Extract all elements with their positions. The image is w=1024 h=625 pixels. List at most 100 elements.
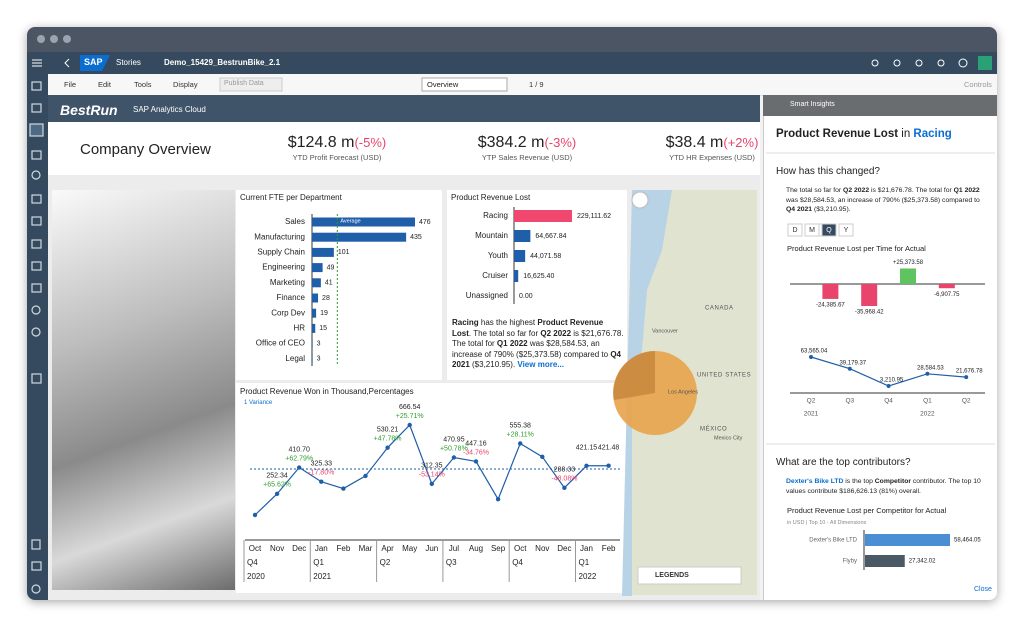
close-button[interactable]: Close: [974, 586, 992, 593]
nav-icon[interactable]: [29, 123, 44, 137]
text-run: has the highest: [478, 318, 538, 327]
nav-icon[interactable]: [31, 81, 42, 91]
quarter-label: Q2: [807, 398, 816, 405]
bar: [312, 354, 313, 364]
month-label: Dec: [557, 544, 571, 553]
point: [847, 366, 852, 371]
period-tab[interactable]: [787, 223, 803, 237]
period-label: Y: [844, 227, 849, 234]
value-label: 421.48: [598, 445, 620, 452]
nav-icon[interactable]: [31, 216, 42, 226]
window-dot: [37, 35, 45, 43]
variance-label: +65.62%: [263, 482, 291, 489]
nav-icon[interactable]: [31, 539, 41, 550]
value-label: 3,210.95: [880, 378, 904, 384]
category-label: Unassigned: [466, 291, 508, 300]
value-label: 3: [317, 340, 321, 347]
bar: [312, 339, 313, 349]
page-dropdown[interactable]: [421, 77, 508, 92]
point: [809, 355, 813, 359]
text-run: was $28,584.53, an increase of 790% ($25…: [452, 339, 611, 359]
menu[interactable]: Tools: [134, 80, 152, 89]
nav-icon[interactable]: [31, 150, 42, 160]
variance-label: -53.14%: [419, 472, 445, 479]
menu[interactable]: Edit: [98, 80, 111, 89]
point: [297, 465, 302, 470]
back-icon[interactable]: [64, 58, 70, 68]
window-dot: [63, 35, 71, 43]
legends-button[interactable]: [637, 566, 742, 585]
menu[interactable]: File: [64, 80, 77, 89]
nav-icon[interactable]: [31, 373, 42, 384]
nav-icon[interactable]: [31, 103, 42, 113]
variance-label: -34.76%: [463, 449, 489, 456]
period-label: D: [792, 227, 797, 234]
month-label: Nov: [270, 544, 284, 553]
nav-icon[interactable]: [31, 170, 41, 180]
controls[interactable]: Controls: [964, 80, 992, 89]
text-run[interactable]: View more...: [517, 360, 564, 369]
category-label: Supply Chain: [257, 248, 305, 257]
bell-icon[interactable]: [915, 59, 923, 67]
text-run: Product Revenue Lost: [452, 318, 604, 338]
nav-icon[interactable]: [31, 261, 42, 271]
side-nav: [27, 52, 48, 600]
value-label: 0.00: [519, 293, 533, 300]
page-select[interactable]: Overview: [427, 80, 459, 89]
publish-button[interactable]: [219, 77, 283, 92]
variance-label: -48.08%: [551, 476, 577, 483]
publish-data[interactable]: Publish Data: [224, 80, 264, 87]
title-bar: [27, 27, 997, 52]
value-label: 41: [325, 280, 333, 287]
point: [385, 445, 390, 450]
map-label: Los Angeles: [668, 389, 698, 395]
nav-icon[interactable]: [31, 283, 42, 293]
legends[interactable]: LEGENDS: [655, 572, 689, 579]
period-tab[interactable]: [838, 223, 854, 237]
insights-header: [763, 95, 997, 116]
insight-text: Racing has the highest Product Revenue L…: [452, 318, 624, 371]
text-run[interactable]: Racing: [913, 128, 952, 140]
month-label: Oct: [514, 544, 527, 553]
search-icon[interactable]: [871, 59, 879, 67]
category-label: Mountain: [475, 231, 508, 240]
menu[interactable]: Display: [173, 80, 198, 89]
text-run: ($3,210.95).: [469, 360, 518, 369]
variance-note[interactable]: 1 Variance: [244, 400, 273, 406]
month-label: Jan: [580, 544, 593, 553]
quarter-label: Q3: [446, 558, 457, 567]
text-run[interactable]: Dexter's Bike LTD: [786, 478, 844, 485]
bar: [514, 230, 531, 242]
nav-icon[interactable]: [31, 584, 41, 594]
point: [606, 463, 611, 468]
month-label: Oct: [249, 544, 262, 553]
menu-icon[interactable]: [32, 59, 42, 67]
nav-icon[interactable]: [31, 327, 41, 337]
variance-label: +50.78%: [440, 445, 468, 452]
sap-logo-text: SAP: [84, 57, 103, 67]
variance-label: +47.78%: [374, 436, 402, 443]
idea-icon[interactable]: [893, 59, 901, 67]
quarter-label: Q2: [962, 398, 971, 405]
period-tab[interactable]: [804, 223, 820, 237]
nav-icon[interactable]: [31, 194, 42, 204]
category-label: Cruiser: [482, 271, 508, 280]
chat-icon[interactable]: [937, 59, 945, 67]
nav-stories[interactable]: Stories: [116, 58, 141, 67]
value-label: 312.35: [421, 463, 443, 470]
help-icon[interactable]: [958, 58, 968, 68]
kpi-value: $384.2 m: [477, 134, 545, 151]
avatar[interactable]: [978, 56, 992, 70]
point: [964, 375, 969, 380]
year-label: 2020: [247, 572, 265, 581]
nav-icon[interactable]: [31, 305, 41, 315]
nav-icon[interactable]: [31, 561, 42, 571]
period-tab[interactable]: [821, 223, 837, 237]
point: [584, 463, 589, 468]
nav-icon[interactable]: [31, 239, 42, 249]
file-name[interactable]: Demo_15429_BestrunBike_2.1: [164, 58, 281, 67]
map-menu[interactable]: [631, 191, 649, 209]
month-label: Aug: [469, 544, 483, 553]
bar: [312, 278, 321, 288]
value-label: 101: [338, 249, 350, 256]
